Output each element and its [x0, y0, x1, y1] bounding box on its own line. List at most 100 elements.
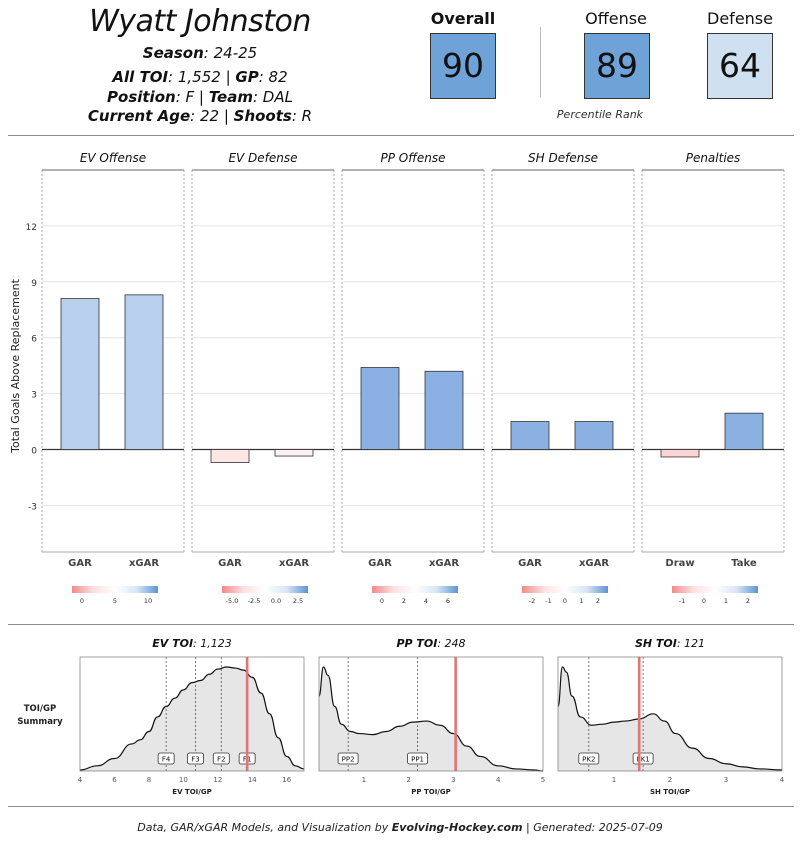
- tier-marker-box: [157, 752, 175, 765]
- y-tick-label: 12: [26, 223, 37, 233]
- toi-x-tick-label: 4: [78, 776, 83, 784]
- gar-bar-chart: Total Goals Above Replacement-3036912EV …: [9, 151, 785, 605]
- team-value: : DAL: [252, 88, 293, 106]
- toi-title-value: : 248: [437, 637, 465, 650]
- season-label: Season: [142, 44, 204, 62]
- tier-marker-label: PK2: [582, 756, 595, 764]
- legend-tick-label: 2.5: [293, 597, 303, 605]
- bar-xgar: [574, 421, 614, 450]
- toi-x-axis-label: PP TOI/GP: [411, 788, 450, 796]
- toi-value: : 1,552 |: [168, 68, 236, 86]
- density-line: [79, 666, 305, 771]
- color-legend-bar: [222, 586, 308, 593]
- panel-title: PP Offense: [380, 151, 445, 165]
- color-legend-bar: [372, 586, 458, 593]
- season-value: : 24-25: [203, 44, 258, 62]
- gp-label: GP: [235, 68, 259, 86]
- y-tick-label: -3: [28, 502, 37, 512]
- color-legend-bar: [72, 586, 158, 593]
- toi-x-tick-label: 14: [248, 776, 257, 784]
- bar-draw: [660, 449, 700, 458]
- tier-marker-label: F3: [191, 756, 199, 764]
- legend-tick-label: 2: [596, 597, 600, 605]
- shoots-value: : R: [291, 107, 313, 125]
- legend-tick-label: 0: [380, 597, 384, 605]
- age-value: : 22 |: [190, 107, 234, 125]
- toi-x-tick-label: 2: [406, 776, 410, 784]
- legend-tick-label: 0: [80, 597, 84, 605]
- tier-marker-label: PP2: [342, 756, 355, 764]
- color-legend-bar: [522, 586, 608, 593]
- toi-title-label: EV TOI: [152, 637, 193, 650]
- legend-tick-label: 0.0: [271, 597, 281, 605]
- toi-title-label: PP TOI: [396, 637, 437, 650]
- defense-label: Defense: [707, 9, 773, 28]
- toi-label: All TOI: [112, 68, 169, 86]
- toi-x-tick-label: 16: [282, 776, 291, 784]
- score-divider: [540, 27, 541, 97]
- legend-tick-label: 2: [402, 597, 406, 605]
- bar-xgar: [424, 370, 464, 450]
- x-tick-label: xGAR: [129, 558, 159, 569]
- tier-marker-box: [337, 752, 359, 765]
- panel-sh-defense: SH Defense GAR xGAR -2 -1 0 1 2: [491, 151, 635, 605]
- tier-marker-box: [212, 752, 230, 765]
- legend-tick-label: -2.5: [248, 597, 261, 605]
- footer-suffix: | Generated: 2025-07-09: [522, 821, 663, 834]
- tier-marker-box: [407, 752, 428, 765]
- toi-panel-frame: [557, 656, 783, 772]
- bar-xgar: [274, 449, 314, 457]
- y-tick-label: 6: [31, 335, 37, 345]
- legend-tick-label: 4: [424, 597, 428, 605]
- toi-panel-frame: [79, 656, 305, 772]
- position-value: : F |: [175, 88, 209, 106]
- density-line: [318, 666, 544, 772]
- bar-gar: [510, 421, 550, 450]
- position-label: Position: [107, 88, 176, 106]
- x-tick-label: GAR: [518, 558, 542, 569]
- panel-pp-offense: PP Offense GAR xGAR 0 2 4 6: [341, 151, 485, 605]
- x-tick-label: GAR: [68, 558, 92, 569]
- x-tick-label: xGAR: [279, 558, 309, 569]
- legend-tick-label: 10: [144, 597, 152, 605]
- panel-title: EV Offense: [80, 151, 146, 165]
- bar-take: [724, 412, 764, 450]
- density-area: [558, 667, 782, 771]
- position-team-line: Position: F | Team: DAL: [40, 88, 360, 106]
- offense-score-box: 89: [584, 33, 650, 99]
- toi-x-tick-label: 6: [112, 776, 117, 784]
- bar-gar: [60, 298, 100, 450]
- legend-tick-label: 5: [113, 597, 117, 605]
- toi-panel-title: PP TOI: 248: [396, 637, 465, 650]
- age-shoots-line: Current Age: 22 | Shoots: R: [40, 107, 360, 125]
- tier-marker-label: F4: [162, 756, 171, 764]
- legend-tick-label: 6: [446, 597, 450, 605]
- panel-title: SH Defense: [528, 151, 598, 165]
- panel-title: EV Defense: [228, 151, 297, 165]
- legend-tick-label: 1: [724, 597, 728, 605]
- legend-tick-label: 0: [702, 597, 706, 605]
- offense-label: Offense: [585, 9, 647, 28]
- density-area: [319, 667, 543, 771]
- toi-x-tick-label: 10: [179, 776, 188, 784]
- toi-x-tick-label: 2: [668, 776, 672, 784]
- tier-marker-label: PK1: [636, 756, 649, 764]
- y-tick-label: 9: [31, 279, 37, 289]
- player-name: Wyatt Johnston: [89, 4, 311, 39]
- bar-xgar: [124, 294, 164, 450]
- legend-tick-label: -5.0: [226, 597, 239, 605]
- toi-x-tick-label: 4: [780, 776, 785, 784]
- panel-title: Penalties: [686, 151, 741, 165]
- footer-divider: [8, 806, 794, 807]
- gp-value: : 82: [258, 68, 288, 86]
- toi-panel-title: SH TOI: 121: [635, 637, 705, 650]
- legend-tick-label: -1: [545, 597, 551, 605]
- toi-title-value: : 121: [677, 637, 705, 650]
- middle-divider: [8, 624, 794, 625]
- x-tick-label: GAR: [368, 558, 392, 569]
- legend-tick-label: 2: [746, 597, 750, 605]
- row-label-line1: TOI/GP: [24, 704, 57, 714]
- toi-x-tick-label: 5: [541, 776, 545, 784]
- bar-gar: [360, 367, 400, 450]
- tier-marker-box: [187, 752, 204, 765]
